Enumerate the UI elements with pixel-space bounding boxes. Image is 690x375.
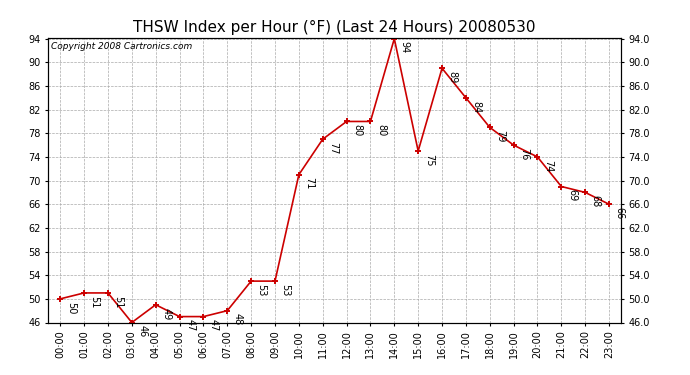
Text: 84: 84 — [471, 100, 482, 113]
Text: 49: 49 — [161, 308, 171, 320]
Text: 76: 76 — [519, 148, 529, 160]
Text: 51: 51 — [90, 296, 99, 308]
Text: 50: 50 — [66, 302, 76, 314]
Text: 71: 71 — [304, 177, 315, 190]
Title: THSW Index per Hour (°F) (Last 24 Hours) 20080530: THSW Index per Hour (°F) (Last 24 Hours)… — [133, 20, 536, 35]
Text: 89: 89 — [448, 71, 457, 83]
Text: 66: 66 — [615, 207, 624, 219]
Text: 68: 68 — [591, 195, 601, 207]
Text: 74: 74 — [543, 160, 553, 172]
Text: 75: 75 — [424, 154, 434, 166]
Text: 69: 69 — [567, 189, 577, 201]
Text: 77: 77 — [328, 142, 338, 154]
Text: 47: 47 — [185, 320, 195, 332]
Text: 79: 79 — [495, 130, 505, 142]
Text: 46: 46 — [137, 325, 148, 338]
Text: 80: 80 — [352, 124, 362, 136]
Text: 48: 48 — [233, 314, 243, 326]
Text: 53: 53 — [281, 284, 290, 296]
Text: 53: 53 — [257, 284, 267, 296]
Text: 80: 80 — [376, 124, 386, 136]
Text: 51: 51 — [114, 296, 124, 308]
Text: Copyright 2008 Cartronics.com: Copyright 2008 Cartronics.com — [51, 42, 193, 51]
Text: 47: 47 — [209, 320, 219, 332]
Text: 94: 94 — [400, 42, 410, 54]
